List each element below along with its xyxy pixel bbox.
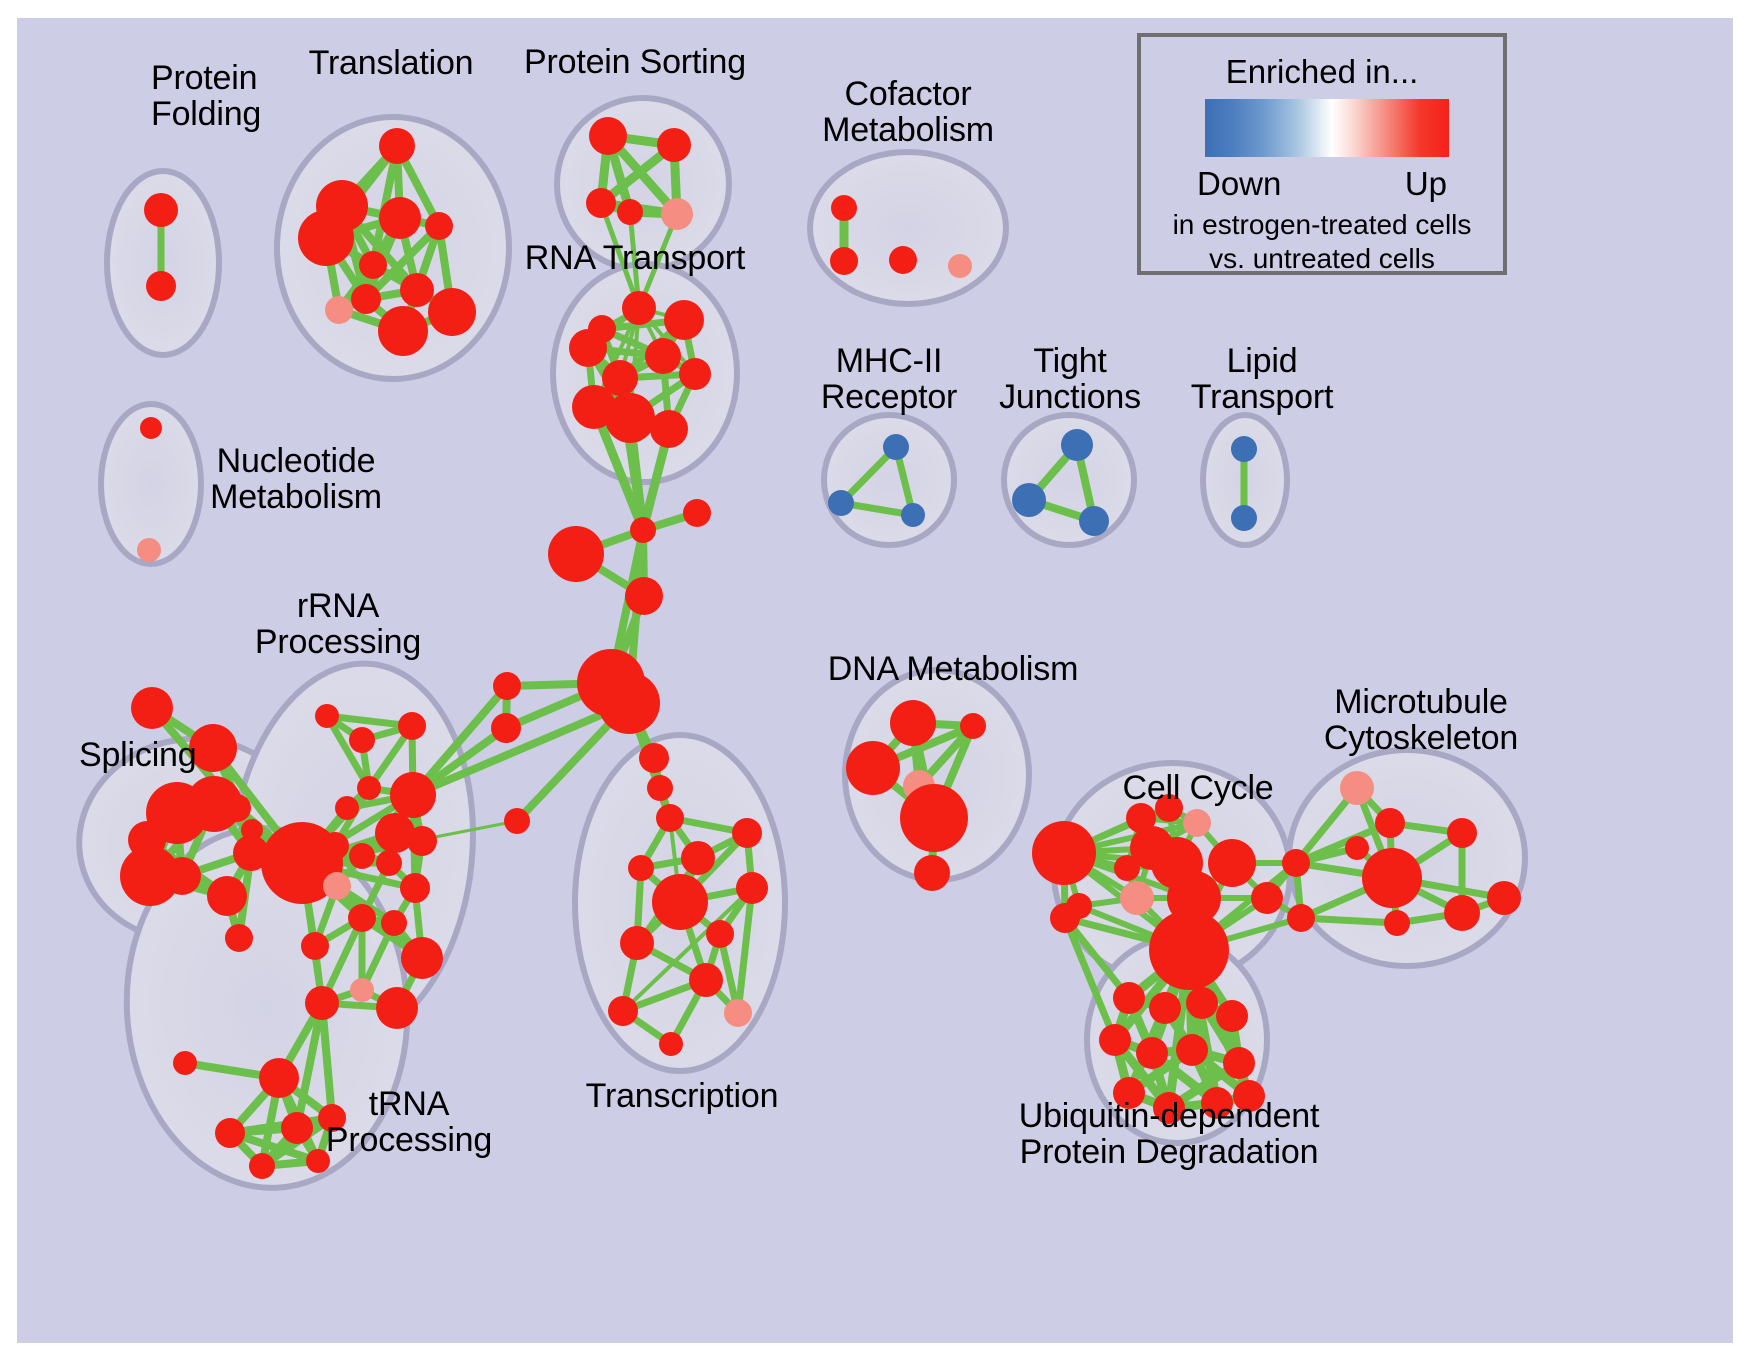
network-graph <box>76 95 1528 1191</box>
cluster-label-splicing: Splicing <box>79 736 197 774</box>
cluster-label-cell-cycle: Cell Cycle <box>1122 769 1274 807</box>
hull-mhc-ii-receptor <box>821 412 957 548</box>
cluster-label-dna-metabolism: DNA Metabolism <box>827 650 1079 688</box>
cluster-label-protein-sorting: Protein Sorting <box>524 43 746 81</box>
cluster-label-lipid-transport: Lipid Transport <box>1190 342 1334 417</box>
cluster-label-rrna-processing: rRNA Processing <box>254 587 422 662</box>
cluster-label-cofactor-metabolism: Cofactor Metabolism <box>822 75 994 150</box>
legend-colorbar <box>1205 99 1449 157</box>
legend-subtitle-1: in estrogen-treated cells <box>1172 209 1472 240</box>
cluster-label-rna-transport: RNA Transport <box>524 239 746 277</box>
cluster-label-microtubule-cytoskeleton: Microtubule Cytoskeleton <box>1323 683 1519 758</box>
cluster-label-tight-junctions: Tight Junctions <box>999 342 1141 417</box>
cluster-label-nucleotide-metabolism: Nucleotide Metabolism <box>210 442 382 517</box>
cluster-label-ubiquitin-protein-degradation: Ubiquitin-dependent Protein Degradation <box>1018 1097 1320 1172</box>
cluster-label-protein-folding: Protein Folding <box>151 59 262 134</box>
legend-box: Enriched in... Down Up in estrogen-treat… <box>1137 33 1507 275</box>
cluster-label-translation: Translation <box>308 44 474 82</box>
legend-subtitle-2: vs. untreated cells <box>1209 243 1435 274</box>
cluster-label-trna-processing: tRNA Processing <box>325 1085 493 1160</box>
network-nodes <box>120 117 1521 1179</box>
network-canvas: Protein Folding Translation Protein Sort… <box>17 18 1733 1343</box>
hull-cofactor-metabolism <box>807 149 1009 307</box>
hull-nucleotide-metabolism <box>98 401 204 567</box>
legend-low-label: Down <box>1197 165 1282 202</box>
cluster-label-mhc-ii-receptor: MHC-II Receptor <box>820 342 958 417</box>
legend-high-label: Up <box>1404 165 1447 202</box>
legend-title: Enriched in... <box>1225 53 1419 90</box>
cluster-label-transcription: Transcription <box>585 1077 779 1115</box>
